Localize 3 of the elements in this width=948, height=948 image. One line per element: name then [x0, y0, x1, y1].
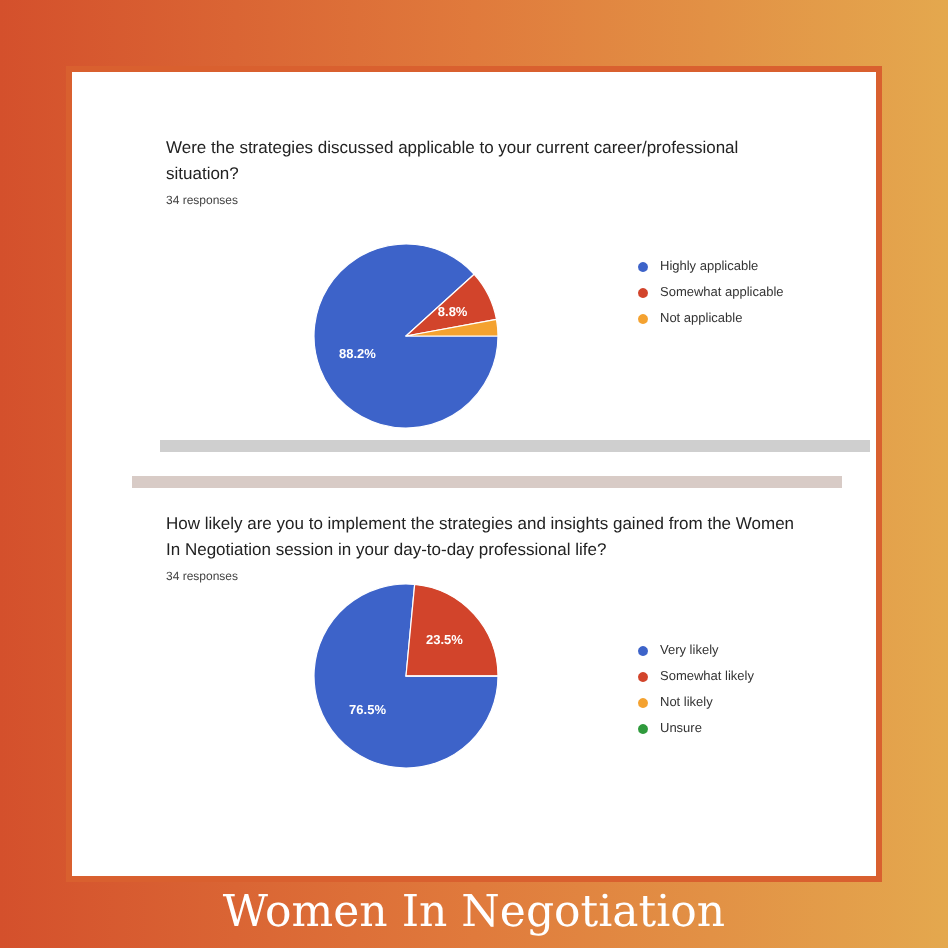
chart-title: How likely are you to implement the strategies and insights gained from the Women In Negotiation session in your day-to-day professional life? — [166, 513, 799, 559]
text: Women In Negotiation — [220, 886, 728, 942]
chart-title: Were the strategies discussed applicable to your current career/professional situation? — [166, 137, 744, 183]
